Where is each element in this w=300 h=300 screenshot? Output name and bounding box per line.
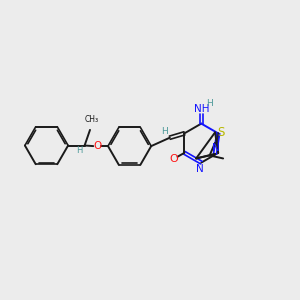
Text: CH₃: CH₃ [84,115,99,124]
Text: NH: NH [194,104,210,114]
Text: O: O [93,141,101,151]
Text: S: S [217,126,224,139]
Text: H: H [206,99,213,108]
Text: H: H [76,146,83,155]
Text: N: N [212,143,220,153]
Text: H: H [161,127,168,136]
Text: N: N [196,164,204,174]
Text: O: O [169,154,178,164]
